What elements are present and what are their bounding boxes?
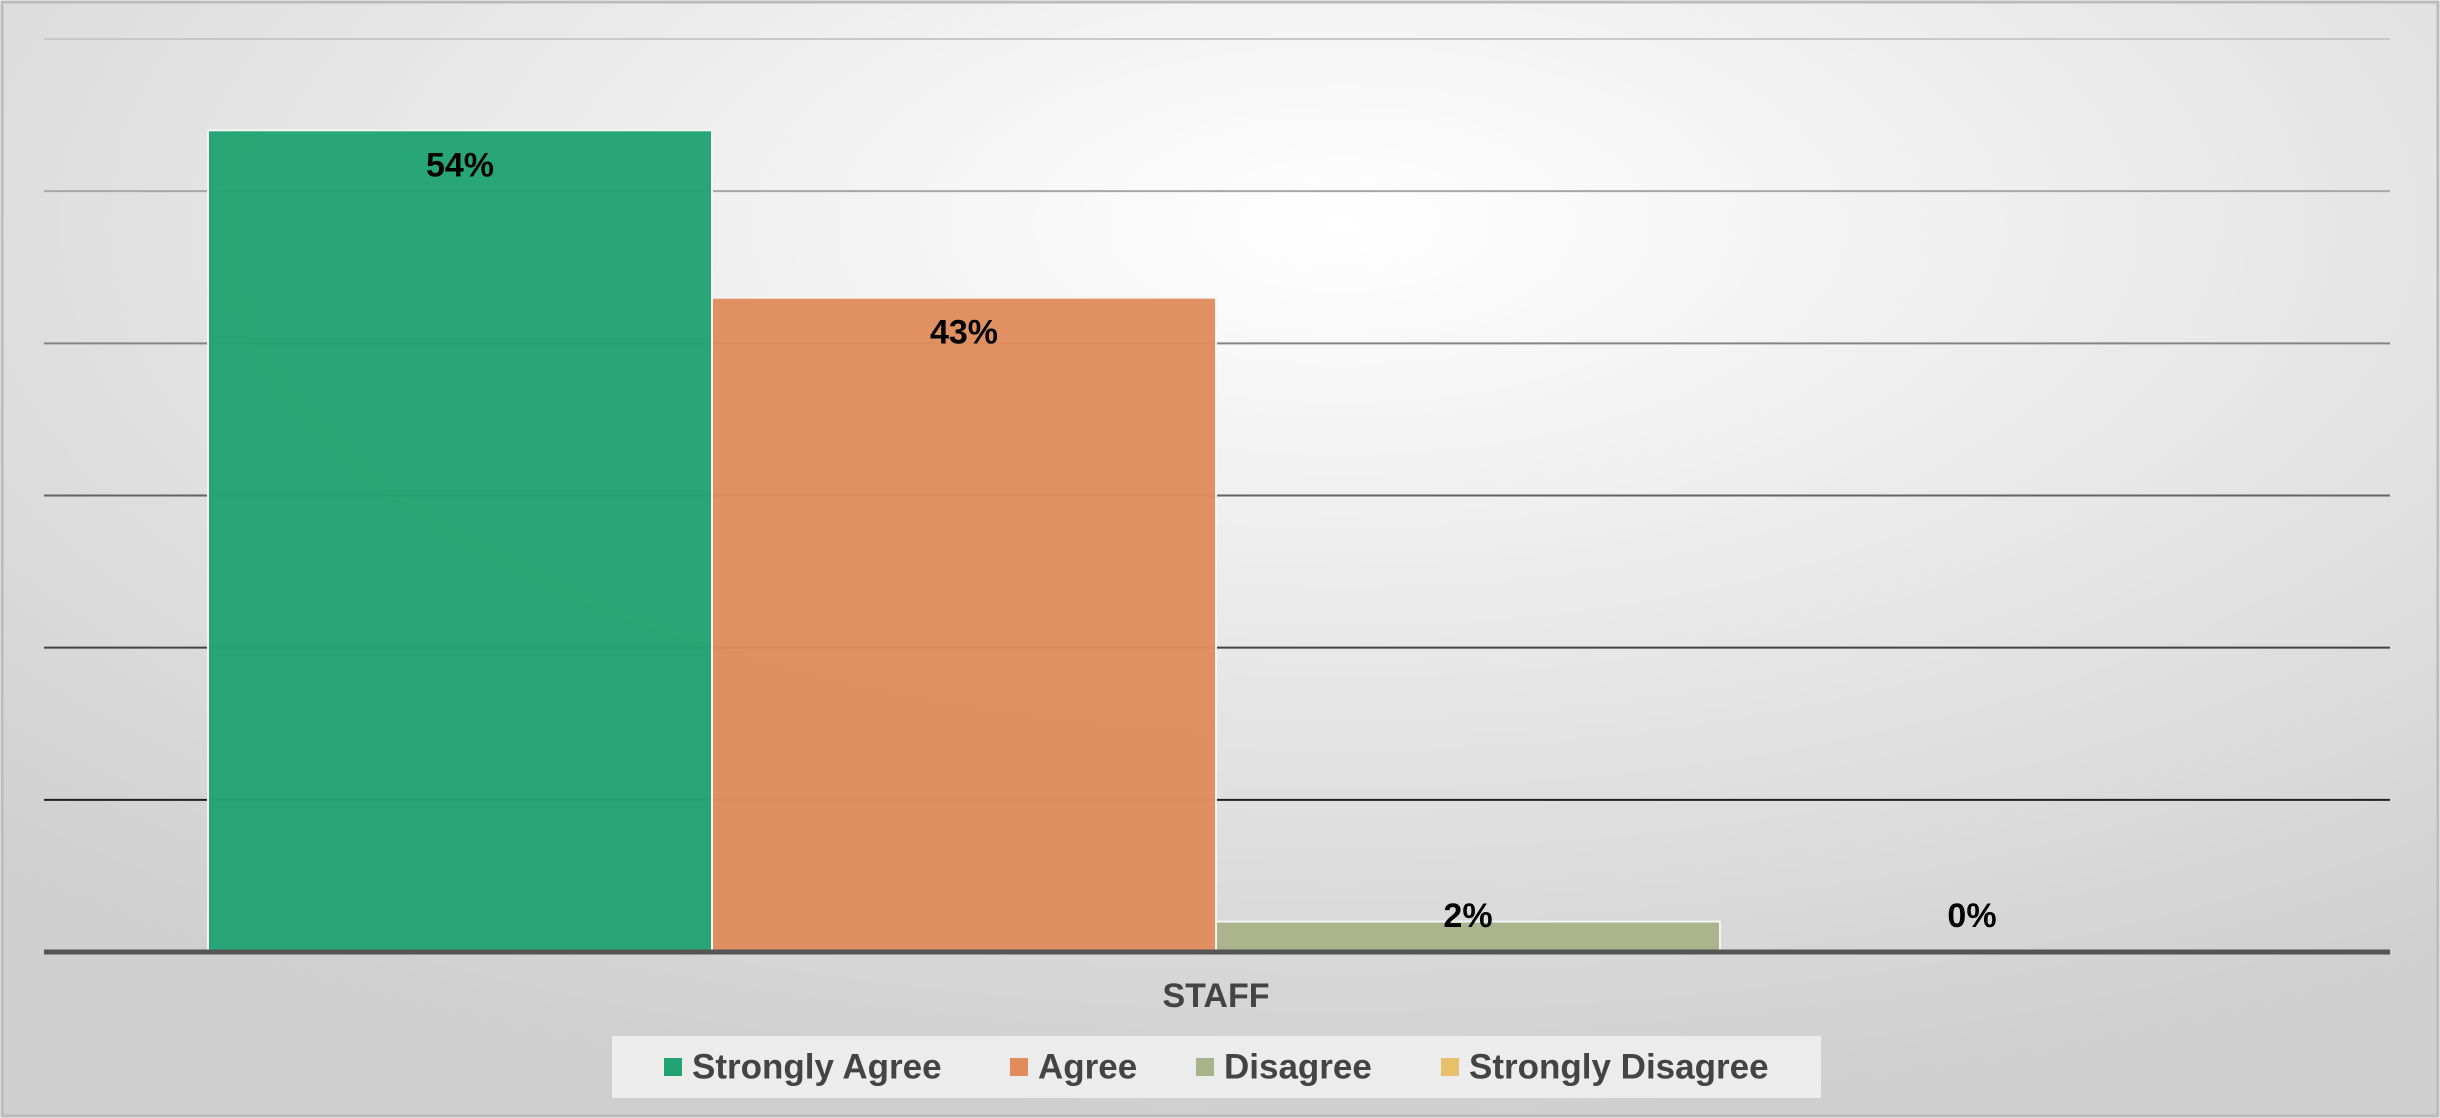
legend-label: Strongly Agree [692, 1047, 942, 1086]
x-tick-label: STAFF [1162, 977, 1269, 1015]
legend-label: Disagree [1224, 1047, 1372, 1086]
legend-label: Agree [1038, 1047, 1137, 1086]
data-label: 43% [930, 314, 998, 352]
legend-box [612, 1036, 1821, 1098]
legend-label: Strongly Disagree [1469, 1047, 1769, 1086]
legend-swatch [1196, 1058, 1214, 1076]
legend-swatch [664, 1058, 682, 1076]
legend-swatch [1441, 1058, 1459, 1076]
bar [711, 296, 1217, 953]
bar [207, 129, 713, 954]
data-label: 0% [1947, 897, 1996, 935]
bar [1215, 920, 1721, 953]
data-label: 2% [1443, 897, 1492, 935]
legend-swatch [1010, 1058, 1028, 1076]
data-label: 54% [426, 146, 494, 184]
